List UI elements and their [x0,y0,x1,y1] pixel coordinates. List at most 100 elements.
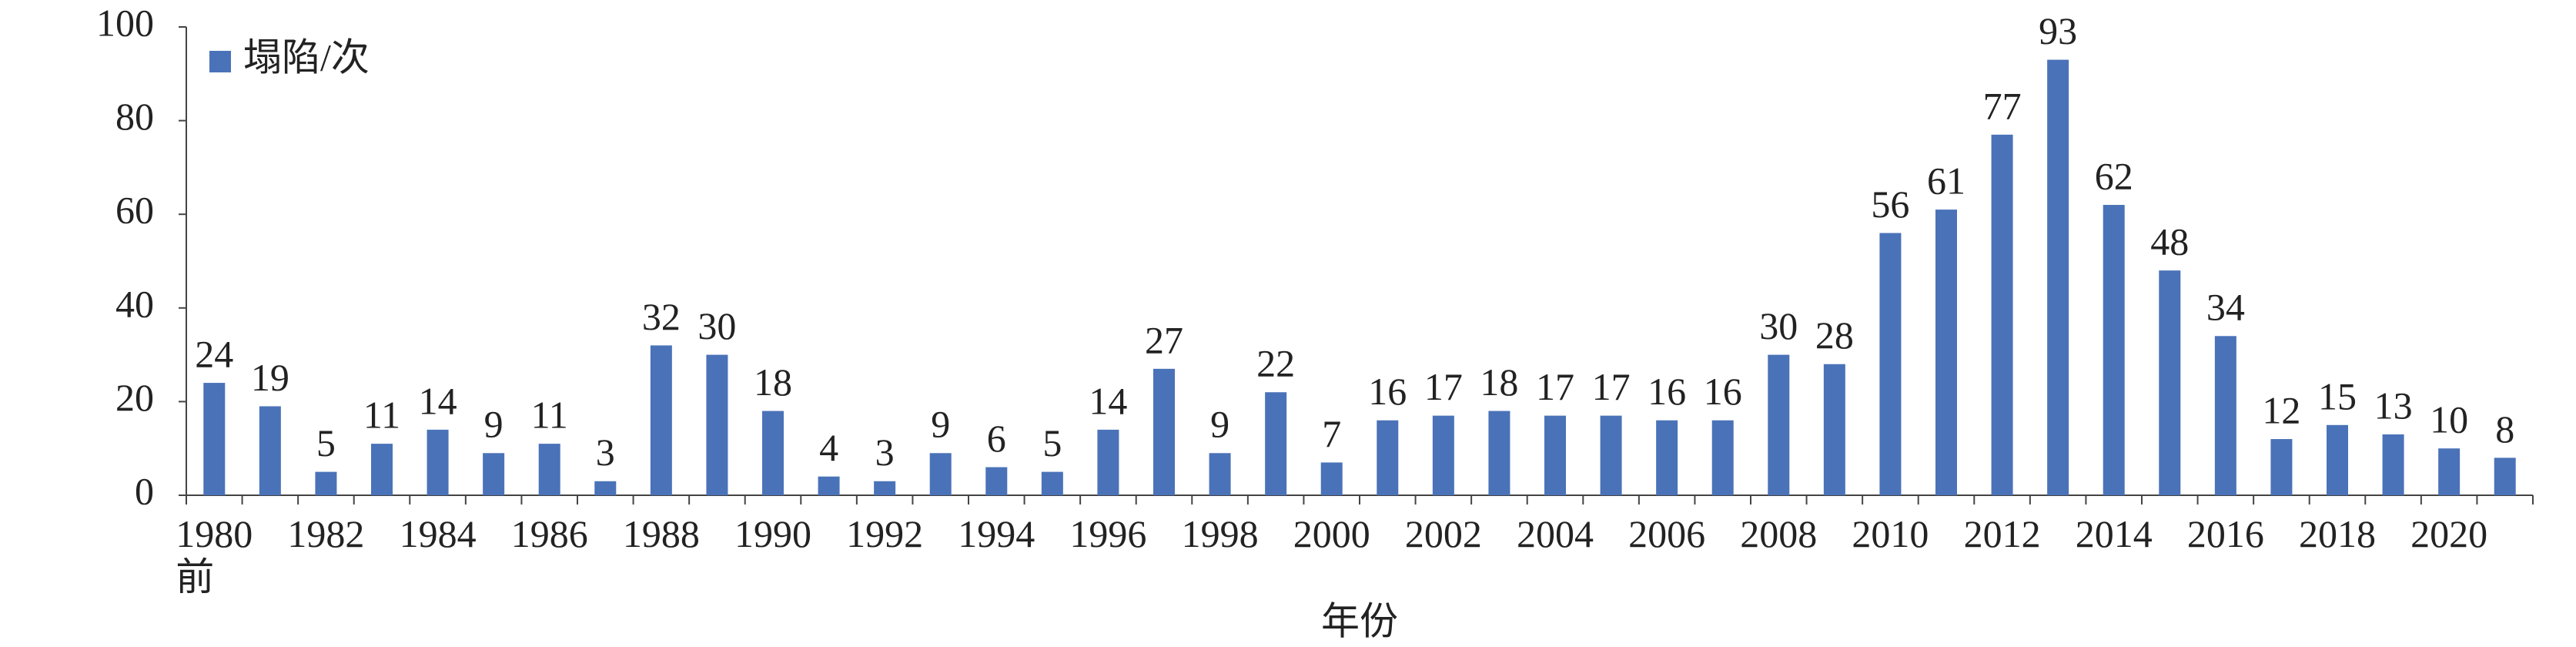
value-label: 8 [2495,407,2514,451]
x-tick-label: 2010 [1852,512,1929,555]
bar [315,471,337,495]
x-tick-label: 2020 [2410,512,2488,555]
bar [2382,434,2404,495]
x-tick-label: 1990 [734,512,811,555]
legend-label: 塌陷/次 [243,35,370,79]
bar [1265,392,1287,495]
value-label: 5 [316,421,336,464]
value-label: 30 [698,304,736,347]
bar [762,411,784,495]
value-label: 28 [1815,313,1854,357]
x-tick-label: 2002 [1404,512,1482,555]
x-tick-label: 1980 前 [176,512,253,598]
x-tick-label: 2008 [1740,512,1818,555]
bar [427,429,449,495]
bar [818,476,840,495]
bar [1711,420,1734,495]
value-label: 14 [1089,379,1127,422]
x-tick-label: 2012 [1963,512,2041,555]
bar [203,383,226,495]
value-label: 93 [2039,9,2077,52]
bar [1544,415,1566,495]
x-tick-label: 1984 [399,512,477,555]
value-label: 15 [2318,374,2357,417]
bar [1879,233,1902,495]
x-axis-title: 年份 [1321,599,1398,642]
value-label: 6 [987,417,1006,460]
value-label: 3 [875,431,895,474]
bar [1768,354,1790,495]
value-label: 77 [1983,84,2022,127]
bar [706,354,728,495]
bar [483,453,505,495]
value-label: 5 [1042,421,1062,464]
x-tick-label: 2018 [2299,512,2376,555]
bar [2438,448,2461,495]
value-label: 16 [1368,370,1407,413]
x-tick-label: 1994 [958,512,1035,555]
value-label: 7 [1322,412,1341,455]
bar [929,453,952,495]
x-tick-label: 1992 [846,512,924,555]
value-label: 62 [2095,155,2133,198]
value-label: 3 [596,431,615,474]
bar [2270,439,2293,495]
value-label: 17 [1424,365,1463,408]
bar [2103,205,2125,495]
x-tick-label: 1988 [622,512,700,555]
y-tick-label: 40 [115,282,154,325]
value-label: 9 [931,403,950,446]
bar [538,444,560,495]
value-label: 12 [2262,389,2300,432]
y-tick-label: 20 [115,376,154,419]
x-tick-label: 1996 [1069,512,1147,555]
bar [371,444,393,495]
value-label: 4 [819,426,838,469]
value-label: 32 [642,295,681,338]
bar [2494,458,2516,495]
bar [2327,424,2348,495]
y-tick-label: 100 [96,1,154,44]
bar [2159,270,2181,495]
bar [1153,368,1175,495]
bar [650,345,672,495]
bar [1935,210,1957,495]
bar [985,467,1008,495]
x-tick-label: 2016 [2186,512,2264,555]
bar [1041,471,1063,495]
value-label: 16 [1704,370,1742,413]
value-label: 11 [531,394,568,437]
y-tick-label: 0 [135,469,154,512]
value-label: 30 [1759,304,1798,347]
value-label: 17 [1536,365,1574,408]
bar [1432,415,1454,495]
bar [594,481,617,495]
value-label: 24 [195,333,233,376]
value-label: 17 [1592,365,1631,408]
value-label: 19 [251,356,289,399]
bar [2214,336,2236,495]
y-tick-label: 80 [115,95,154,138]
value-label: 14 [419,379,457,422]
value-label: 34 [2206,286,2245,329]
bar [874,481,896,495]
x-tick-label: 2006 [1628,512,1706,555]
x-tick-label: 2004 [1517,512,1594,555]
bar [1320,462,1343,495]
value-label: 22 [1256,342,1295,385]
bar [1600,415,1622,495]
bar [2047,59,2069,495]
value-label: 56 [1871,183,1909,226]
y-tick-label: 60 [115,189,154,232]
value-label: 61 [1927,159,1965,203]
value-label: 10 [2430,398,2468,441]
value-label: 9 [1210,403,1229,446]
legend-swatch [209,51,231,72]
value-label: 13 [2374,384,2413,427]
bar [1656,420,1678,495]
bar [1377,420,1399,495]
value-label: 16 [1648,370,1686,413]
x-tick-label: 2000 [1293,512,1370,555]
bar [1097,429,1119,495]
